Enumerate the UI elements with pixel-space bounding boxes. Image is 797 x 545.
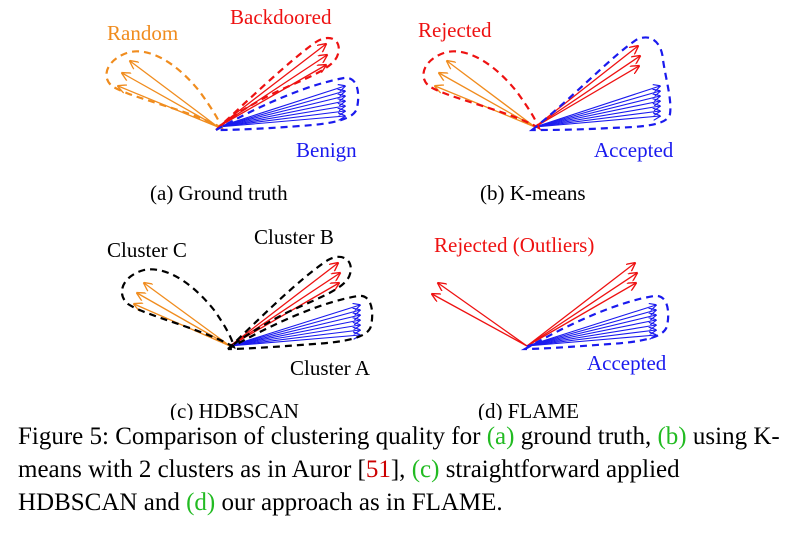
- panel-c-label-cluster-b: Cluster B: [254, 225, 334, 249]
- panel-c-random-vectors: [134, 283, 231, 347]
- panel-a-benign-outline: [211, 76, 360, 132]
- panel-a-random-vectors: [118, 61, 219, 128]
- panel-c-cluster-c-outline: [120, 268, 236, 350]
- panel-b-label-accepted: Accepted: [594, 138, 674, 162]
- caption-ref-c[interactable]: (c): [411, 456, 440, 483]
- panel-a: Random Backdoored Benign (a) Ground trut…: [105, 5, 360, 205]
- panel-a-benign-vectors: [217, 86, 345, 128]
- caption-text-4: straightforward applied HDBSCAN and: [18, 456, 680, 516]
- caption-prefix: Figure 5: Comparison of clustering quali…: [18, 423, 487, 450]
- panel-d-subcaption: (d) FLAME: [478, 399, 579, 420]
- panel-c-backdoored-vectors: [229, 263, 340, 347]
- panel-b-random-vectors: [435, 61, 536, 128]
- panel-d-benign-vectors: [526, 305, 656, 347]
- panel-d-outlier-vectors: [432, 263, 637, 347]
- panel-d: Rejected (Outliers) Accepted (d) FLAME: [432, 233, 670, 420]
- panel-a-subcaption: (a) Ground truth: [150, 181, 288, 205]
- panel-b-benign-vectors: [534, 86, 660, 128]
- panel-d-accepted-outline: [520, 294, 670, 351]
- panel-b: Rejected Accepted (b) K-means: [418, 18, 674, 205]
- panel-b-rejected-outline: [422, 50, 542, 131]
- panel-a-label-benign: Benign: [296, 138, 357, 162]
- caption-ref-d[interactable]: (d): [186, 489, 216, 516]
- caption-text-1: ground truth,: [514, 423, 658, 450]
- panel-c-subcaption: (c) HDBSCAN: [170, 399, 299, 420]
- panel-c-cluster-a-outline: [223, 294, 374, 351]
- panel-c-benign-vectors: [229, 305, 360, 347]
- panel-c: Cluster C Cluster B Cluster A (c) HDBSCA…: [107, 225, 374, 420]
- panel-d-label-outliers: Rejected (Outliers): [434, 233, 594, 257]
- caption-ref-b[interactable]: (b): [657, 423, 687, 450]
- caption-text-2: using K-means with 2 clusters as in Auro…: [18, 423, 780, 483]
- panel-d-label-accepted: Accepted: [587, 351, 667, 375]
- panel-c-label-cluster-a: Cluster A: [290, 356, 371, 380]
- panel-a-label-backdoored: Backdoored: [230, 5, 332, 29]
- caption-text-3: ],: [390, 456, 412, 483]
- panel-b-label-rejected: Rejected: [418, 18, 492, 42]
- panel-a-backdoored-outline: [215, 37, 340, 131]
- figure-caption: Figure 5: Comparison of clustering quali…: [18, 420, 788, 519]
- panel-c-label-cluster-c: Cluster C: [107, 238, 187, 262]
- figure-diagrams: Random Backdoored Benign (a) Ground trut…: [105, 5, 674, 420]
- panel-c-cluster-b-outline: [227, 255, 352, 350]
- panel-b-subcaption: (b) K-means: [480, 181, 586, 205]
- panel-b-accepted-outline: [528, 36, 672, 132]
- caption-ref-a[interactable]: (a): [486, 423, 515, 450]
- caption-citation[interactable]: 51: [365, 456, 391, 483]
- panel-a-random-outline: [105, 50, 225, 131]
- caption-text-5: our approach as in FLAME.: [215, 489, 503, 516]
- panel-a-label-random: Random: [107, 21, 178, 45]
